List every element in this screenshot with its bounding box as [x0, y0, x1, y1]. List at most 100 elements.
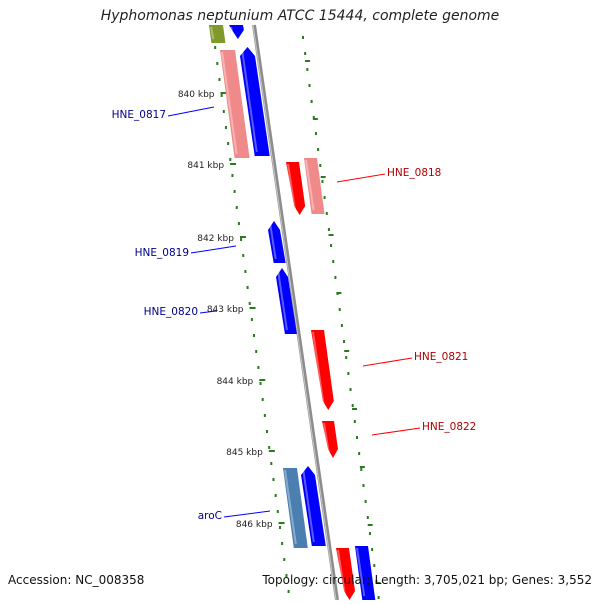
gene-label: HNE_0822 [422, 421, 476, 433]
gene-label: HNE_0817 [112, 109, 166, 121]
tick-dot [270, 462, 273, 465]
gene-arrow-0820 [276, 268, 297, 334]
tick-dot [353, 420, 356, 423]
tick-dots-layer [212, 30, 381, 599]
backbone-line [252, 24, 339, 601]
gene-arrow-0822 [322, 421, 338, 458]
tick-mark [328, 234, 334, 236]
gene-arrow-top-blue-shine [230, 26, 234, 36]
tick-dot [340, 324, 343, 327]
backbone-highlight [252, 24, 337, 601]
gene-arrow-0817-pink-shine [221, 51, 238, 155]
tick-major [259, 379, 266, 381]
tick-dot [250, 318, 253, 321]
gene-arrow-bottom-blue-shine [356, 547, 366, 597]
tick-dot [343, 340, 346, 343]
feature-layer [209, 24, 376, 601]
tick-dot [368, 532, 371, 535]
tick-dot [274, 494, 277, 497]
genome-title: Hyphomonas neptunium ATCC 15444, complet… [100, 8, 500, 24]
gene-leader-line [336, 173, 386, 183]
tick-dot [356, 436, 358, 439]
tick-dot [244, 270, 247, 273]
gene-arrow-0820-shine [277, 269, 288, 331]
tick-mark [375, 582, 381, 584]
tick-dot [327, 228, 330, 231]
tick-dot [345, 356, 348, 359]
tick-dot [317, 148, 320, 151]
gene-arrow-0818-pink-shine [305, 159, 315, 211]
tick-dot [224, 126, 227, 129]
tick-dot [278, 526, 281, 529]
gene-arrow-0821 [311, 330, 334, 410]
tick-dot [366, 516, 369, 519]
tick-dot [334, 276, 337, 279]
tick-dot [253, 334, 256, 337]
tick-mark [305, 60, 311, 62]
tick-mark [359, 466, 365, 468]
tick-mark [320, 176, 326, 178]
tick-dot [261, 398, 264, 401]
tick-dot [268, 446, 271, 449]
tick-dot [362, 484, 365, 487]
tick-dot [306, 68, 309, 71]
tick-major [230, 163, 237, 165]
tick-major [268, 450, 275, 452]
accession-text: Accession: NC_008358 [8, 573, 145, 587]
tick-dot [377, 596, 380, 599]
tick-label: 843 kbp [207, 305, 244, 315]
tick-major [249, 307, 256, 309]
tick-label: 841 kbp [187, 161, 224, 171]
tick-label: 840 kbp [178, 90, 215, 100]
gene-arrow-top-blue [229, 25, 244, 39]
tick-mark [352, 408, 358, 410]
gene-arrow-0817-shine [241, 48, 258, 153]
tick-dot [308, 84, 311, 87]
gene-arrow-0818-shine [287, 163, 297, 212]
tick-mark [312, 118, 318, 120]
tick-mark [367, 524, 373, 526]
tick-major [239, 236, 246, 238]
tick-label: 845 kbp [226, 448, 263, 458]
gene-label: HNE_0821 [414, 351, 468, 363]
label-layer: 840 kbp 841 kbp 842 kbp 843 kbp 844 kbp 845 k… [112, 90, 477, 530]
tick-dot [242, 254, 245, 257]
gene-leader-line [167, 106, 215, 117]
tick-dot [304, 52, 307, 55]
tick-dot [235, 206, 238, 209]
gene-arrow-olive-top [209, 25, 226, 43]
gene-arrow-bottom-red-shine [337, 549, 347, 597]
tick-dot [312, 116, 315, 119]
tick-dot [360, 468, 363, 471]
gene-arrow-bottom-blue [355, 546, 376, 600]
gene-arrow-0821-shine [312, 331, 325, 407]
gene-arrow-0818-pink [304, 158, 325, 214]
tick-dot [266, 430, 268, 433]
tick-dot [375, 580, 378, 583]
tick-dot [246, 286, 249, 289]
tick-dot [349, 388, 352, 391]
tick-dot [255, 350, 258, 353]
tick-dot [338, 308, 341, 311]
gene-leader-line [190, 245, 237, 254]
tick-dot [332, 260, 335, 263]
gene-arrow-0819 [268, 221, 286, 263]
tick-label: 842 kbp [197, 234, 234, 244]
gene-label: aroC [198, 510, 222, 522]
tick-dot [214, 46, 217, 49]
tick-dot [231, 174, 234, 177]
tick-dot [259, 382, 262, 385]
tick-dot [373, 564, 376, 567]
gene-arrow-olive-top-shine [210, 26, 215, 40]
tick-dot [218, 78, 221, 81]
tick-label: 844 kbp [217, 377, 254, 387]
gene-leader-line [371, 427, 421, 436]
tick-dot [263, 414, 266, 417]
gene-arrow-0822-shine [323, 422, 330, 455]
tick-dot [285, 574, 288, 577]
gene-label: HNE_0820 [144, 306, 198, 318]
tick-dot [347, 372, 350, 375]
tick-dot [351, 404, 354, 407]
